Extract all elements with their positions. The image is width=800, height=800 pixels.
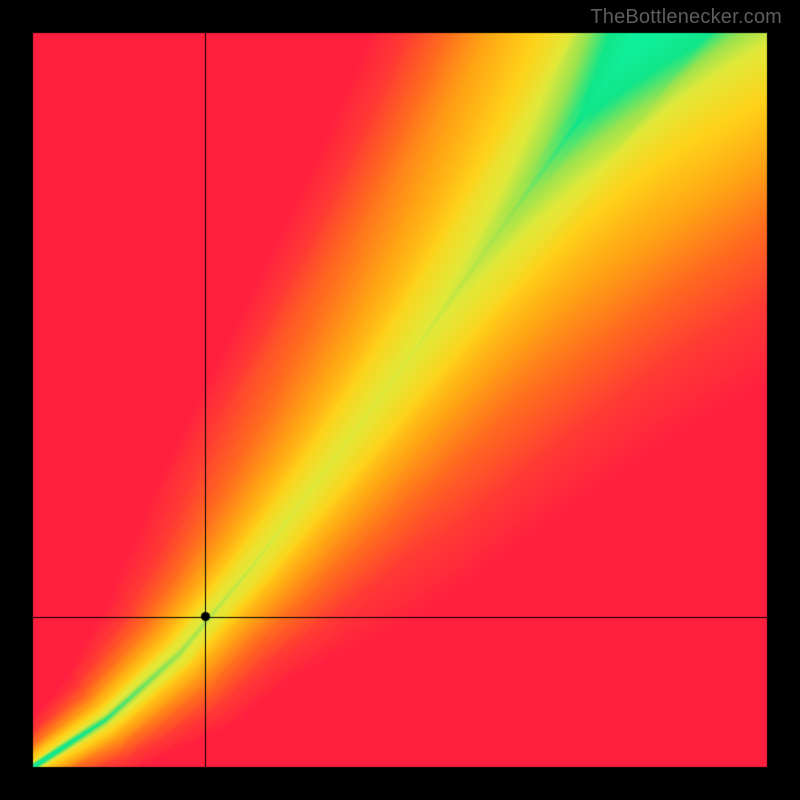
stage: TheBottlenecker.com: [0, 0, 800, 800]
heatmap-canvas: [0, 0, 800, 800]
watermark-text: TheBottlenecker.com: [590, 6, 782, 29]
